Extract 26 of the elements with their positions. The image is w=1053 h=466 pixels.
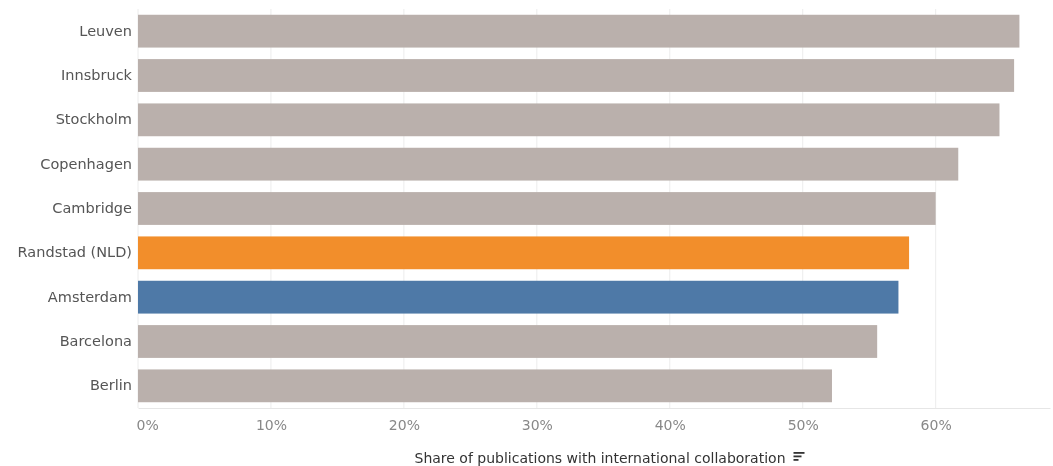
bar (138, 59, 1015, 92)
bar (138, 280, 899, 314)
bar (138, 325, 878, 358)
bar (138, 14, 1020, 48)
y-tick-label: Barcelona (59, 333, 132, 350)
x-tick-label: 40% (654, 416, 686, 433)
bar (138, 147, 959, 181)
x-tick-label: 60% (920, 416, 952, 433)
bar (138, 103, 1000, 137)
x-tick-label: 30% (521, 416, 553, 433)
x-tick-label: 0% (136, 416, 159, 433)
x-tick-label: 10% (255, 416, 288, 433)
y-tick-label: Amsterdam (47, 288, 132, 305)
x-axis-title: Share of publications with international collaboration (414, 450, 786, 466)
y-tick-label: Randstad (NLD) (17, 244, 132, 261)
y-tick-label: Copenhagen (40, 155, 132, 172)
y-tick-label: Leuven (79, 22, 132, 39)
bar (138, 236, 910, 270)
bar (138, 369, 832, 403)
y-tick-label: Stockholm (55, 111, 132, 128)
y-tick-label: Berlin (89, 377, 132, 394)
bar (138, 192, 936, 225)
x-tick-label: 20% (388, 416, 420, 433)
y-tick-label: Cambridge (52, 200, 133, 217)
x-tick-label: 50% (787, 416, 819, 433)
y-tick-label: Innsbruck (61, 67, 133, 84)
